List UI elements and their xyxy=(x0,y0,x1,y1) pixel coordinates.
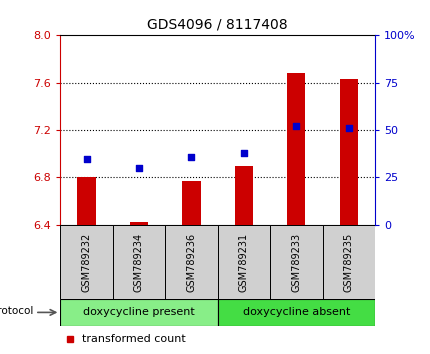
Text: doxycycline present: doxycycline present xyxy=(83,307,194,318)
Point xyxy=(83,156,90,161)
Point xyxy=(187,154,194,159)
Bar xyxy=(113,225,165,299)
Bar xyxy=(322,225,374,299)
Text: GSM789231: GSM789231 xyxy=(238,232,248,292)
Text: GSM789233: GSM789233 xyxy=(291,232,301,292)
Bar xyxy=(129,222,148,225)
Bar xyxy=(217,225,270,299)
Bar xyxy=(165,225,217,299)
Title: GDS4096 / 8117408: GDS4096 / 8117408 xyxy=(147,17,287,32)
Point xyxy=(240,150,247,156)
Text: GSM789235: GSM789235 xyxy=(343,232,353,292)
Text: GSM789236: GSM789236 xyxy=(186,232,196,292)
Text: GSM789232: GSM789232 xyxy=(81,232,91,292)
Bar xyxy=(60,225,113,299)
Text: doxycycline absent: doxycycline absent xyxy=(242,307,349,318)
Bar xyxy=(77,177,95,225)
Bar xyxy=(60,299,217,326)
Point xyxy=(135,165,142,171)
Point xyxy=(292,124,299,129)
Bar xyxy=(217,299,374,326)
Text: transformed count: transformed count xyxy=(82,333,186,344)
Point xyxy=(344,125,351,131)
Bar xyxy=(286,73,305,225)
Bar xyxy=(339,79,357,225)
Bar xyxy=(270,225,322,299)
Bar xyxy=(234,166,252,225)
Text: GSM789234: GSM789234 xyxy=(134,232,144,292)
Text: growth protocol: growth protocol xyxy=(0,306,33,316)
Bar xyxy=(182,181,200,225)
